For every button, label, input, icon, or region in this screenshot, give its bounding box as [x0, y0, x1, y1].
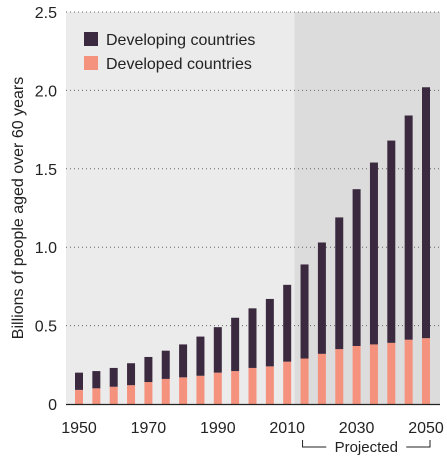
x-tick-labels: 1950 1970 1990 2010 2030 2050 [61, 420, 444, 437]
projected-bracket-left [302, 440, 327, 448]
projected-bracket-right [406, 440, 431, 448]
bar-developing [179, 344, 188, 378]
bar-developing [109, 367, 118, 387]
bar-developing [75, 372, 83, 390]
y-tick-label: 2.0 [35, 83, 57, 100]
bar-developing [283, 284, 292, 362]
bar-developing [404, 115, 413, 340]
legend-label-developed: Developed countries [106, 56, 252, 73]
bar-developed [387, 342, 396, 404]
y-axis-label: Billions of people aged over 60 years [10, 77, 27, 339]
bar-developed [213, 372, 222, 404]
x-tick-label: 2050 [408, 420, 444, 437]
bar-developing [317, 242, 326, 354]
bar-developing [127, 363, 136, 386]
legend: Developing countries Developed countries [84, 32, 255, 73]
bar-developing [265, 298, 274, 367]
bar-developing [144, 356, 153, 383]
bar-developed [335, 349, 344, 404]
bar-developed [300, 358, 309, 404]
x-tick-label: 2010 [269, 420, 305, 437]
bar-developing [248, 308, 257, 368]
y-tick-label: 1.5 [35, 162, 57, 179]
projected-label: Projected [335, 439, 398, 456]
bar-developed [231, 371, 240, 404]
bar-developing [422, 87, 430, 339]
bar-developed [127, 385, 136, 404]
bar-developing [196, 336, 205, 376]
bar-developed [196, 375, 205, 404]
bar-developed [369, 344, 378, 404]
bar-developing [387, 140, 396, 343]
bar-developing [231, 317, 240, 372]
projected-annotation: Projected [302, 439, 431, 456]
bar-developing [335, 217, 344, 350]
projected-region-background [294, 12, 440, 404]
x-tick-label: 1950 [61, 420, 97, 437]
legend-swatch-developing [84, 32, 98, 46]
bar-developed [265, 366, 274, 404]
x-tick-label: 2030 [339, 420, 375, 437]
legend-label-developing: Developing countries [106, 32, 255, 49]
y-tick-labels: 0 0.5 1.0 1.5 2.0 2.5 [35, 5, 57, 414]
bar-developing [213, 327, 222, 373]
bars [75, 87, 430, 404]
bar-developed [92, 388, 101, 404]
bar-developed [422, 338, 430, 404]
bar-developing [352, 189, 361, 346]
y-tick-label: 0.5 [35, 319, 57, 336]
bar-developed [109, 386, 118, 404]
bar-developed [283, 361, 292, 404]
bar-developing [300, 264, 309, 359]
bar-developed [317, 353, 326, 404]
y-tick-label: 0 [48, 397, 57, 414]
x-tick-label: 1970 [131, 420, 167, 437]
bar-developed [404, 339, 413, 404]
bar-developed [352, 345, 361, 404]
bar-developed [179, 377, 188, 404]
bar-developed [248, 367, 257, 404]
y-tick-label: 1.0 [35, 240, 57, 257]
bar-developing [161, 350, 170, 379]
bar-developed [75, 389, 83, 404]
legend-swatch-developed [84, 56, 98, 70]
x-tick-label: 1990 [200, 420, 236, 437]
bar-developed [144, 382, 153, 404]
bar-developing [369, 162, 378, 345]
bar-developed [161, 378, 170, 404]
y-tick-label: 2.5 [35, 5, 57, 22]
bar-developing [92, 371, 101, 389]
